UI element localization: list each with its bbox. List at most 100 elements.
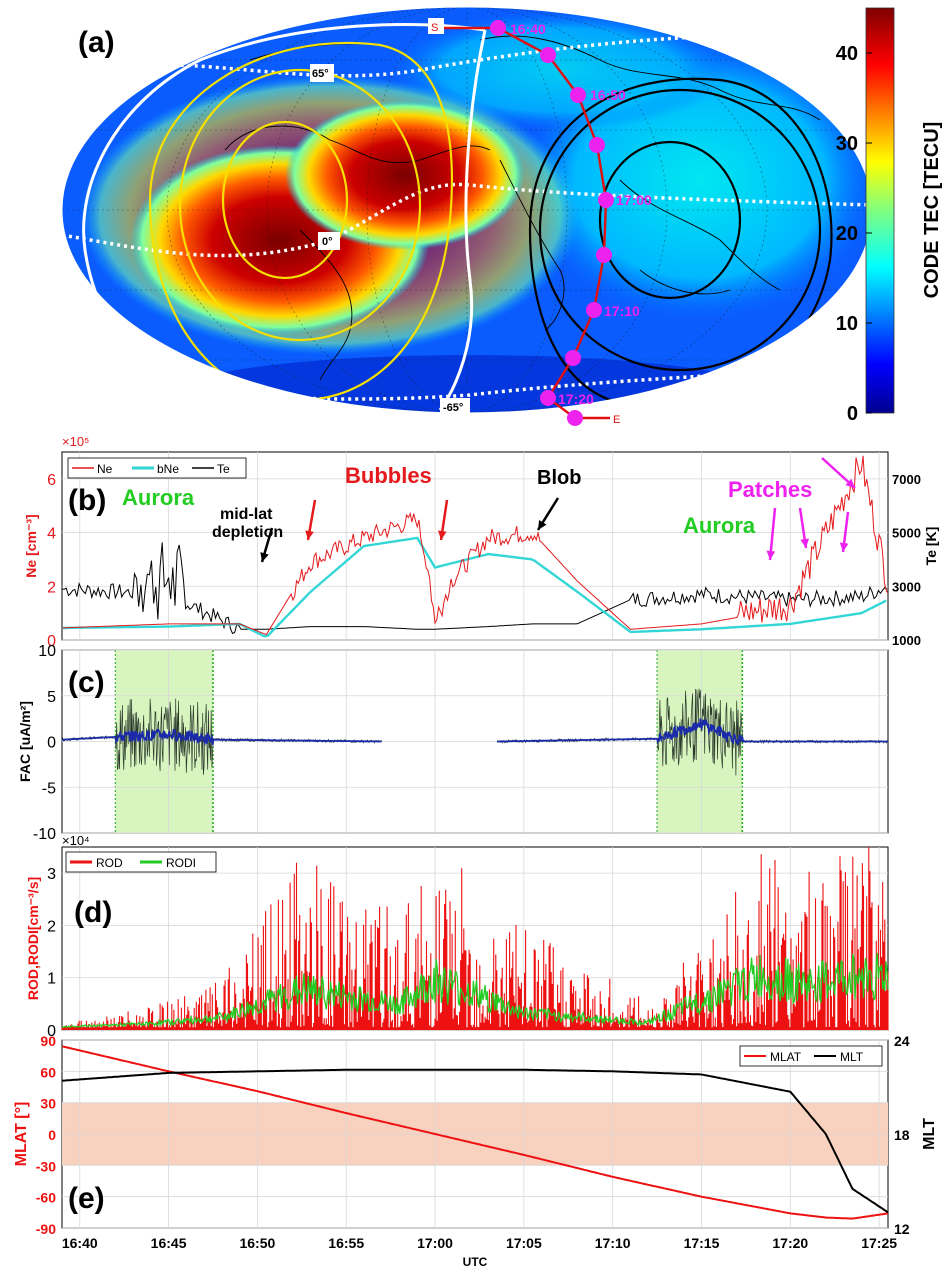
annotation-depletion: depletion <box>212 524 283 541</box>
legend-label: Ne <box>97 462 113 476</box>
y-tick-label-right: 1000 <box>892 633 921 648</box>
annotation-arrowhead <box>305 530 314 540</box>
series-RODI <box>61 953 889 1029</box>
y-tick-label-left: 90 <box>40 1033 56 1049</box>
x-tick-label: 16:45 <box>151 1235 187 1251</box>
colorbar-title: CODE TEC [TECU] <box>921 122 943 299</box>
y-tick-label: 2 <box>47 918 56 935</box>
x-tick-label: 17:20 <box>772 1235 808 1251</box>
lat-label-north: 65° <box>312 68 329 80</box>
legend: ROD RODI <box>65 851 217 873</box>
annotation-aurora: Aurora <box>122 485 195 510</box>
x-tick-label: 17:15 <box>684 1235 720 1251</box>
colorbar-tick-label: 30 <box>836 133 858 155</box>
annotation-bubbles: Bubbles <box>345 463 432 488</box>
y-tick-label: 10 <box>38 643 56 660</box>
y-tick-label: 0 <box>47 1023 56 1040</box>
legend-box <box>739 1045 883 1067</box>
annotation-arrowhead <box>800 538 809 548</box>
annotation-arrowhead <box>766 550 776 560</box>
track-time-label: 16:40 <box>510 21 546 37</box>
lat-label-south: -65° <box>443 402 463 414</box>
legend: Ne bNe Te <box>67 457 247 479</box>
track-end-label: E <box>613 414 620 426</box>
y-tick-label-right: 24 <box>894 1033 910 1049</box>
legend-label: Te <box>217 462 230 476</box>
track-time-label: 17:20 <box>558 391 594 407</box>
y-axis-label-right: MLT <box>921 1118 938 1150</box>
fac-smoothed-trace <box>61 728 382 747</box>
colorbar-ticks: 0 10 20 30 40 <box>836 43 872 425</box>
y-tick-label-right: 5000 <box>892 526 921 541</box>
track-start-label: S <box>431 22 438 34</box>
y-axis-label: ROD,RODI[cm⁻³/s] <box>25 877 41 1000</box>
y-tick-label-left: 60 <box>40 1064 56 1080</box>
panel-e-label: (e) <box>68 1182 105 1215</box>
colorbar-ramp <box>865 7 895 414</box>
track-time-label: 16:50 <box>590 87 626 103</box>
legend-box <box>67 457 247 479</box>
y-tick-label-right: 12 <box>894 1221 910 1237</box>
panel-a-map: 16:40 16:50 17:00 17:10 17:20 S E 65° 0°… <box>61 6 873 426</box>
colorbar-tick-label: 10 <box>836 313 858 335</box>
legend-label: MLT <box>840 1050 864 1064</box>
legend-label: RODI <box>166 856 196 870</box>
y-tick-label: 1 <box>47 971 56 988</box>
track-time-labels: 16:40 16:50 17:00 17:10 17:20 <box>510 21 652 407</box>
y-tick-label-right: 7000 <box>892 472 921 487</box>
black-contours <box>528 77 833 407</box>
x-tick-label: 16:40 <box>62 1235 98 1251</box>
y-axis-label-left: Ne [cm⁻³] <box>23 514 39 577</box>
y-tick-label-left: -60 <box>36 1190 56 1206</box>
track-points <box>490 20 614 426</box>
y-tick-label-left: 0 <box>47 633 56 650</box>
panel-a-label: (a) <box>78 26 115 59</box>
y-tick-label-left: 2 <box>47 579 56 596</box>
x-tick-label: 17:00 <box>417 1235 453 1251</box>
track-endpoints: S E <box>428 18 626 426</box>
tec-peak-east <box>285 100 525 250</box>
y-tick-label-left: 30 <box>40 1096 56 1112</box>
panel-d: 0 1 2 3 ×10⁴ ROD,RODI[cm⁻³/s] ROD RODI (d) <box>25 833 889 1040</box>
x-tick-label: 16:50 <box>239 1235 275 1251</box>
annotation-midlat: mid-lat <box>220 506 273 523</box>
x-tick-label: 17:10 <box>595 1235 631 1251</box>
annotation-arrowhead <box>839 542 849 552</box>
y-exponent-label: ×10⁴ <box>62 833 90 848</box>
annotation-arrowhead <box>538 520 547 530</box>
y-tick-label: 0 <box>47 735 56 752</box>
y-tick-label-right: 3000 <box>892 579 921 594</box>
series-line-Ne <box>61 455 889 636</box>
track-time-label: 17:10 <box>604 303 640 319</box>
annotation-arrowhead <box>845 478 855 488</box>
y-tick-label: 3 <box>47 866 56 883</box>
annotation-aurora: Aurora <box>683 513 756 538</box>
annotation-arrowhead <box>438 530 447 540</box>
legend-label: bNe <box>157 462 179 476</box>
panel-e: -90 -60 -30 0 30 60 90 12 18 24 MLAT [°] MLT MLAT MLT… <box>13 1033 938 1269</box>
y-tick-label-left: 0 <box>48 1127 56 1143</box>
series-line-Te <box>61 542 888 635</box>
panel-d-label: (d) <box>74 896 112 929</box>
annotation-arrowhead <box>260 552 269 562</box>
series-line-MLAT <box>61 1045 889 1220</box>
lat-boxes: 65° 0° -65° <box>310 64 470 416</box>
legend: MLAT MLT <box>739 1045 883 1067</box>
y-tick-label: 5 <box>47 689 56 706</box>
panel-b-label: (b) <box>68 484 106 517</box>
x-tick-label: 16:55 <box>328 1235 364 1251</box>
y-tick-label-left: -90 <box>36 1221 56 1237</box>
panel-c-label: (c) <box>68 666 105 699</box>
panel-c: -10 -5 0 5 10 FAC [uA/m²] (c) <box>17 643 889 843</box>
y-axis-label-left: MLAT [°] <box>13 1102 30 1167</box>
y-axis-label: FAC [uA/m²] <box>17 701 33 782</box>
legend-label: MLAT <box>770 1050 802 1064</box>
x-tick-label: 17:05 <box>506 1235 542 1251</box>
y-exponent-label: ×10⁵ <box>62 434 89 449</box>
colorbar-tick-label: 40 <box>836 43 858 65</box>
colorbar: 0 10 20 30 40 CODE TEC [TECU] <box>836 7 943 425</box>
y-tick-label-left: 4 <box>47 526 56 543</box>
track-time-label: 17:00 <box>616 192 652 208</box>
y-tick-label-left: 6 <box>47 472 56 489</box>
